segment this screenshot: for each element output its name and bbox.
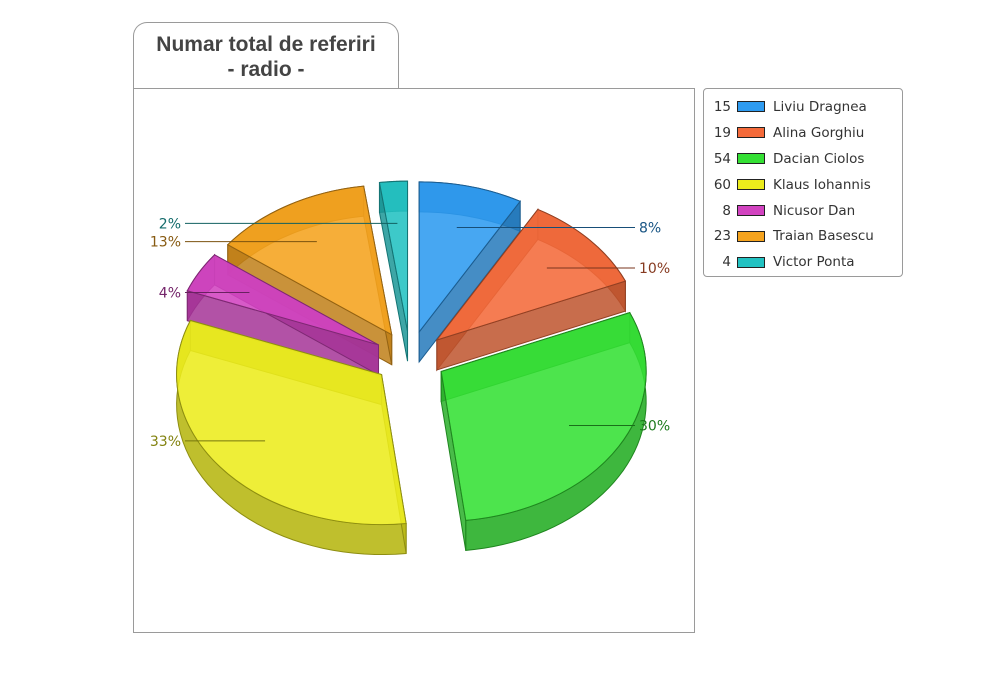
percent-text: 2% [159,216,181,232]
legend-swatch [737,205,765,216]
percent-label: 4% [159,286,250,302]
slice-top [418,181,521,334]
legend-label: Nicusor Dan [773,202,856,219]
slice-top [440,312,647,521]
legend-item: 4 Victor Ponta [704,249,902,275]
legend-count: 8 [722,202,731,219]
legend-item: 15 Liviu Dragnea [704,94,902,120]
legend-swatch [737,153,765,165]
legend-label: Klaus Iohannis [773,176,871,193]
pie-slice [176,319,407,556]
legend-label: Alina Gorghiu [773,124,865,141]
percent-label: 30% [569,419,670,435]
legend-item: 54 Dacian Ciolos [704,146,902,172]
chart-title-line-2: - radio - [227,58,305,81]
legend: 15 Liviu Dragnea 19 Alina Gorghiu 54 Dac… [703,88,903,277]
percent-label: 33% [150,434,266,450]
pie-slice [418,181,521,364]
legend-count: 4 [722,254,731,271]
legend-count: 60 [713,176,731,193]
percent-text: 10% [639,261,670,277]
pie-slice [440,311,647,551]
slice-top [176,319,407,526]
legend-label: Liviu Dragnea [773,98,867,115]
legend-swatch [737,101,765,113]
slice-top [186,254,379,346]
legend-item: 8 Nicusor Dan [704,198,902,224]
percent-text: 30% [639,419,670,435]
legend-swatch [737,256,765,268]
chart-title: Numar total de referiri - radio - [133,22,399,88]
chart-title-line-1: Numar total de referiri [156,33,376,56]
legend-label: Traian Basescu [773,228,874,245]
percent-text: 8% [639,220,661,236]
legend-item: 23 Traian Basescu [704,223,902,249]
legend-label: Dacian Ciolos [773,150,865,167]
percent-text: 13% [150,235,181,251]
legend-count: 19 [713,124,731,141]
pie-slice [186,253,380,376]
percent-text: 4% [159,286,181,302]
legend-swatch [737,179,765,191]
legend-count: 54 [713,150,731,167]
legend-swatch [737,230,765,242]
percent-label: 13% [150,235,317,251]
pie-slice [378,180,409,362]
legend-label: Victor Ponta [773,254,855,271]
percent-label: 10% [546,261,670,277]
percent-label: 2% [159,216,398,232]
slice-top [435,208,627,341]
slice-top [378,180,409,332]
legend-count: 23 [713,228,731,245]
legend-count: 15 [713,98,731,115]
legend-item: 19 Alina Gorghiu [704,120,902,146]
pie-slice [435,207,627,372]
legend-item: 60 Klaus Iohannis [704,172,902,198]
legend-swatch [737,127,765,139]
percent-label: 8% [456,220,661,236]
percent-text: 33% [150,434,181,450]
